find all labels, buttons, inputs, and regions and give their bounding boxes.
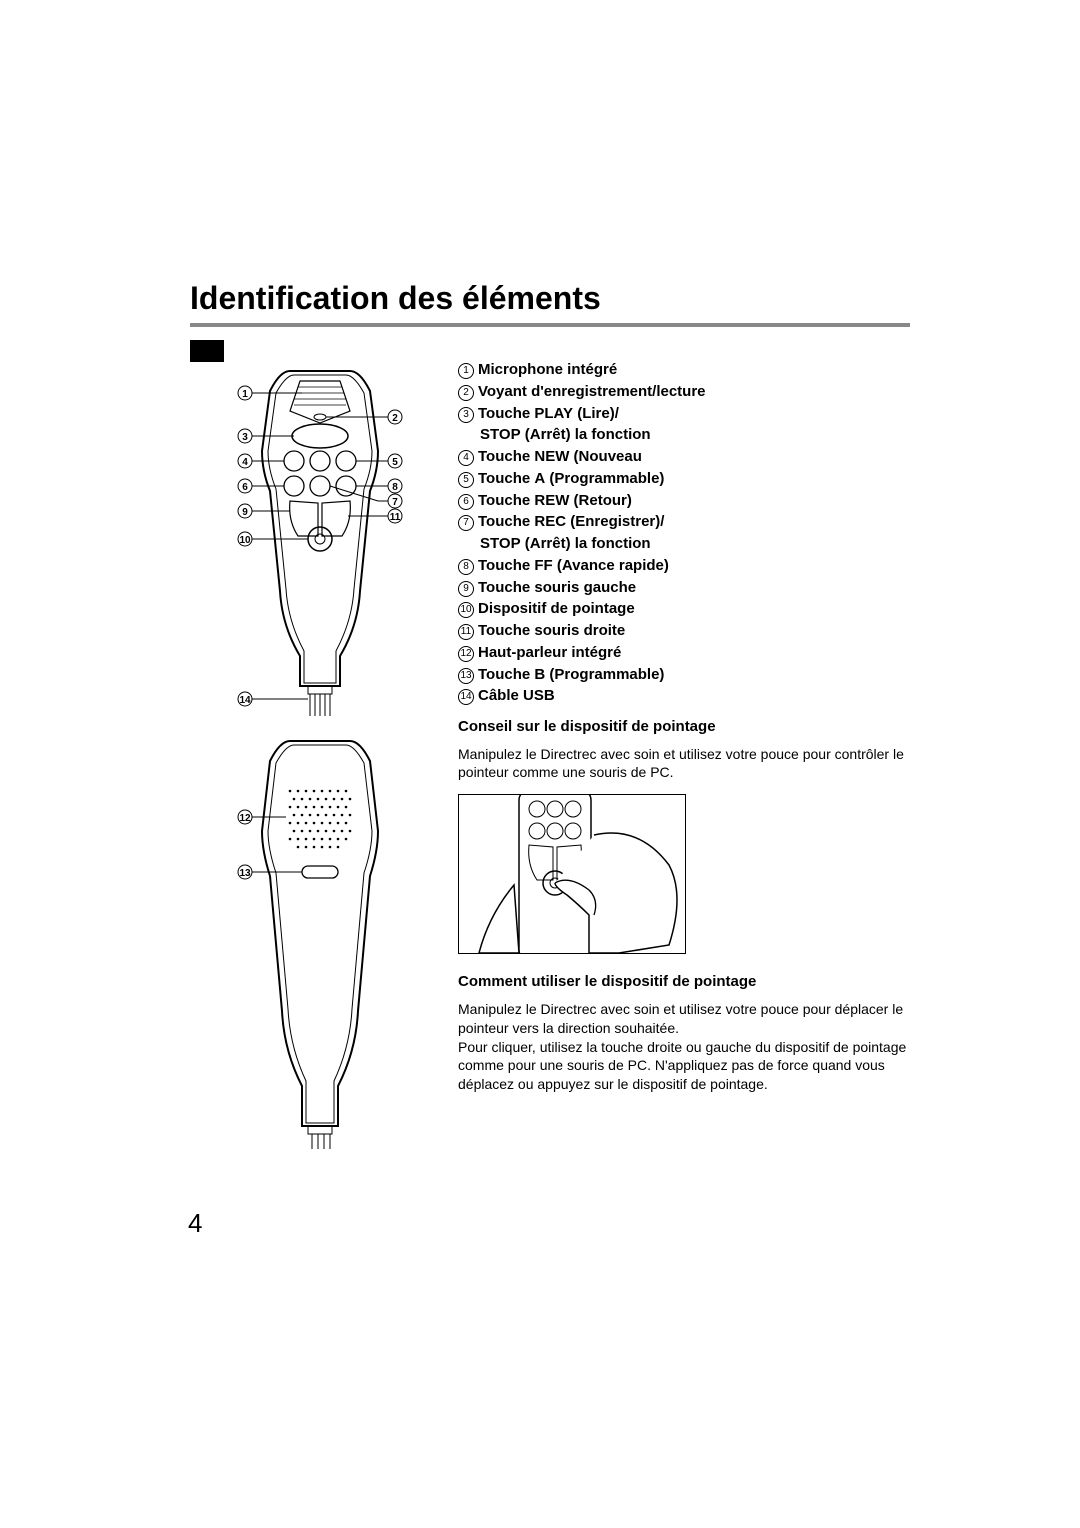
item-10-text: Dispositif de pointage — [478, 600, 635, 617]
section-1-body: Manipulez le Directrec avec soin et util… — [458, 745, 910, 783]
callout-12: 12 — [239, 813, 251, 824]
num-2: 2 — [458, 385, 474, 401]
device-front-diagram: 1 3 4 6 9 10 14 2 5 8 7 11 — [190, 361, 440, 721]
page-number: 4 — [188, 1208, 202, 1239]
device-back-diagram: 12 13 — [190, 731, 440, 1151]
num-5: 5 — [458, 472, 474, 488]
num-9: 9 — [458, 581, 474, 597]
item-3-b2: STOP — [480, 426, 521, 443]
item-6-b1: REW — [534, 492, 569, 509]
item-7-b1: REC — [534, 513, 566, 530]
item-9-text: Touche souris gauche — [478, 579, 636, 596]
callout-5: 5 — [392, 457, 398, 468]
num-6: 6 — [458, 494, 474, 510]
callout-11: 11 — [390, 512, 401, 523]
item-13-post: (Programmable) — [545, 666, 664, 683]
parts-list: 1Microphone intégré 2Voyant d'enregistre… — [458, 359, 910, 707]
num-8: 8 — [458, 559, 474, 575]
callout-6: 6 — [242, 482, 248, 493]
num-1: 1 — [458, 363, 474, 379]
section-2-body: Manipulez le Directrec avec soin et util… — [458, 1000, 910, 1094]
item-2-text: Voyant d'enregistrement/lecture — [478, 383, 706, 400]
num-4: 4 — [458, 450, 474, 466]
callout-8: 8 — [392, 482, 398, 493]
item-6-post: (Retour) — [569, 492, 632, 509]
item-12-text: Haut-parleur intégré — [478, 644, 621, 661]
item-7-b2: STOP — [480, 535, 521, 552]
item-8-pre: Touche — [478, 557, 534, 574]
callout-3: 3 — [242, 432, 248, 443]
item-4-post: (Nouveau — [569, 448, 642, 465]
num-7: 7 — [458, 515, 474, 531]
callout-10: 10 — [239, 535, 251, 546]
item-14-text: Câble USB — [478, 687, 555, 704]
item-4-b1: NEW — [534, 448, 569, 465]
item-1-text: Microphone intégré — [478, 361, 617, 378]
diagram-column: 1 3 4 6 9 10 14 2 5 8 7 11 — [190, 355, 440, 1151]
callout-4: 4 — [242, 457, 248, 468]
item-3-post: (Arrêt) la fonction — [521, 426, 651, 443]
item-13-b1: B — [534, 666, 545, 683]
section-2-heading: Comment utiliser le dispositif de pointa… — [458, 972, 910, 992]
item-4-pre: Touche — [478, 448, 534, 465]
num-11: 11 — [458, 624, 474, 640]
pointing-device-illustration — [458, 794, 686, 954]
item-5-b1: A — [534, 470, 545, 487]
item-13-pre: Touche — [478, 666, 534, 683]
item-11-text: Touche souris droite — [478, 622, 625, 639]
callout-7: 7 — [392, 497, 398, 508]
item-8-post: (Avance rapide) — [553, 557, 669, 574]
num-14: 14 — [458, 689, 474, 705]
item-7-pre: Touche — [478, 513, 534, 530]
item-5-pre: Touche — [478, 470, 534, 487]
title-rule — [190, 323, 910, 327]
section-1-heading: Conseil sur le dispositif de pointage — [458, 717, 910, 737]
callout-9: 9 — [242, 507, 248, 518]
item-3-b1: PLAY — [534, 405, 573, 422]
item-6-pre: Touche — [478, 492, 534, 509]
item-5-post: (Programmable) — [545, 470, 664, 487]
item-3-pre: Touche — [478, 405, 534, 422]
item-3-mid: (Lire)/ — [573, 405, 619, 422]
item-7-mid: (Enregistrer)/ — [566, 513, 664, 530]
num-13: 13 — [458, 668, 474, 684]
callout-14: 14 — [239, 695, 251, 706]
item-7-post: (Arrêt) la fonction — [521, 535, 651, 552]
callout-13: 13 — [239, 868, 251, 879]
callout-2: 2 — [392, 413, 398, 424]
num-3: 3 — [458, 407, 474, 423]
num-10: 10 — [458, 602, 474, 618]
page-title: Identification des éléments — [190, 280, 910, 317]
item-8-b1: FF — [534, 557, 552, 574]
callout-1: 1 — [242, 389, 248, 400]
num-12: 12 — [458, 646, 474, 662]
